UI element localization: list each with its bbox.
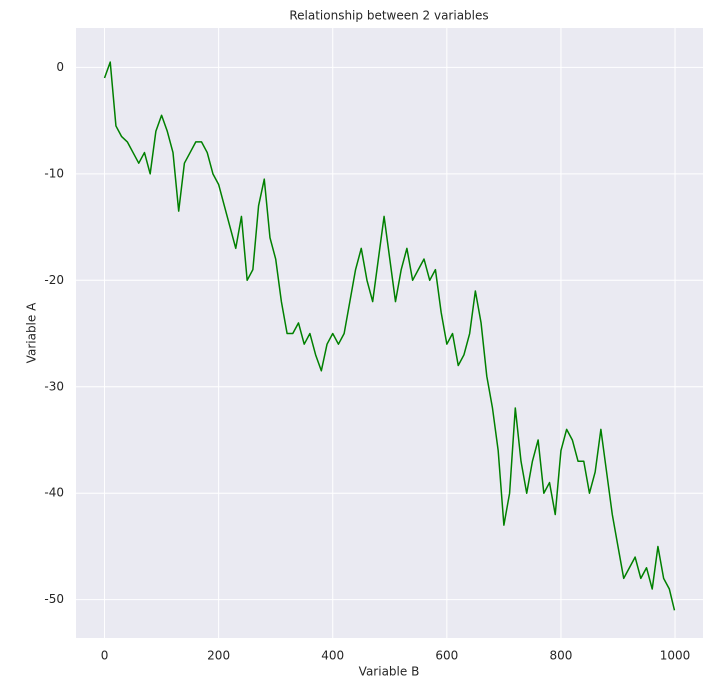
y-tick-label: -20 — [44, 273, 64, 287]
x-tick-label: 800 — [549, 649, 572, 663]
data-line — [103, 61, 676, 611]
y-axis-label: Variable A — [25, 302, 39, 363]
y-tick-label: -50 — [44, 592, 64, 606]
x-tick-label: 0 — [101, 649, 109, 663]
chart-title: Relationship between 2 variables — [289, 9, 488, 23]
y-tick-label: -40 — [44, 486, 64, 500]
x-tick-label: 200 — [207, 649, 230, 663]
y-tick-label: 0 — [56, 60, 64, 74]
y-tick-label: -30 — [44, 379, 64, 393]
x-tick-label: 600 — [435, 649, 458, 663]
plot-area — [76, 28, 703, 638]
x-tick-label: 1000 — [660, 649, 691, 663]
x-axis-label: Variable B — [359, 665, 420, 679]
x-tick-label: 400 — [321, 649, 344, 663]
y-tick-label: -10 — [44, 166, 64, 180]
